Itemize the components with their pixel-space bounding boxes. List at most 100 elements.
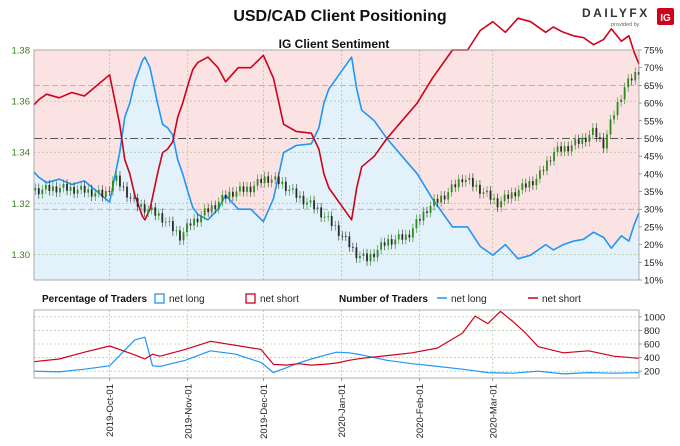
candle-body [263,176,266,184]
candle-body [161,213,164,223]
candle-body [320,207,323,218]
candle-body [295,188,298,198]
candle-body [90,189,93,197]
candle-body [168,221,171,222]
candle-body [288,189,291,192]
candle-body [546,160,548,171]
candle-body [193,218,195,226]
net-long-line [33,56,640,260]
candle-body [447,192,450,200]
candle-body [334,225,337,227]
candle-body [327,216,330,217]
candle-body [94,193,97,197]
date-tick-label: 2020-Jan-01 [337,384,348,437]
sentiment-panel-title: IG Client Sentiment [279,37,390,51]
candle-body [634,71,637,81]
candle-body [171,221,174,232]
candle-body [422,211,425,221]
traders-frame [33,309,640,379]
candle-body [200,215,203,223]
candle-body [55,186,58,193]
percent-tick-label: 35% [644,187,664,198]
percent-tick-label: 70% [644,63,664,74]
legend-net-long-label: net long [169,294,205,305]
candle-body [584,137,587,142]
candle-body [59,187,61,193]
candle-body [362,253,365,256]
candle-body [323,216,326,218]
plot-background [34,50,639,280]
candle-body [189,223,192,226]
chart-title: USD/CAD Client Positioning [233,8,446,25]
candle-body [556,146,559,152]
candle-body [503,194,506,202]
candle-body [101,189,104,198]
candle-body [154,207,157,216]
candle-body [510,192,513,199]
traders-tick-label: 800 [644,326,660,337]
candle-body [401,234,404,240]
plot-frame [33,49,640,281]
traders-tick-label: 400 [644,353,660,364]
brand-badge-text: IG [660,13,671,24]
date-tick-label: 2019-Nov-01 [183,384,194,439]
candle-body [454,184,457,188]
legend-percentage-label: Percentage of Traders [42,294,147,305]
candle-body [553,151,555,162]
candle-body [443,195,446,200]
candle-body [591,127,594,135]
candle-body [281,181,284,185]
percent-tick-label: 15% [644,258,664,269]
candle-body [344,236,347,237]
candle-body [355,247,358,259]
candle-body [426,211,428,213]
candle-body [330,216,333,227]
candle-body [37,188,40,195]
candle-body [253,185,255,193]
candle-body [489,190,492,200]
candle-body [256,178,259,186]
candle-body [228,191,231,199]
price-tick-label: 1.36 [12,97,31,108]
percent-tick-label: 30% [644,205,664,216]
percent-tick-label: 25% [644,222,664,233]
candle-body [577,139,580,144]
candle-body [461,179,464,183]
candle-body [80,185,83,190]
candle-body [313,200,315,210]
candle-body [627,78,630,88]
candle-body [129,197,132,199]
traders-tick-label: 1000 [644,312,665,323]
sentiment-panel: IG Client Sentiment 1.30 1.32 1.34 1.36 1.38… [12,17,664,287]
date-tick-label: 2019-Dec-01 [259,384,270,439]
percent-tick-label: 20% [644,240,664,251]
candle-body [542,170,545,172]
candle-body [567,146,570,152]
candle-body [309,200,312,203]
candle-body [380,242,383,250]
candle-body [429,205,432,213]
candle-body [196,218,199,223]
candle-body [514,192,517,197]
candle-body [87,189,90,193]
candle-body [517,189,520,197]
brand-badge [657,8,674,25]
candle-body [613,115,615,120]
candle-body [126,186,128,198]
brand-wordmark: DAILYFX [582,6,650,20]
candle-body [150,207,153,210]
candle-body [397,234,400,240]
candle-body [235,191,238,197]
candle-body [415,219,418,229]
date-tick-label: 2020-Feb-01 [415,384,426,438]
price-tick-label: 1.34 [12,148,31,159]
candle-body [48,184,51,191]
candle-body [419,219,421,221]
candle-body [164,221,167,223]
candle-body [440,195,443,203]
candle-body [521,183,524,190]
candle-body [66,183,68,191]
date-axis: 2019-Oct-01 2019-Nov-01 2019-Dec-01 2020-Ja… [105,378,499,439]
candle-body [482,192,485,194]
